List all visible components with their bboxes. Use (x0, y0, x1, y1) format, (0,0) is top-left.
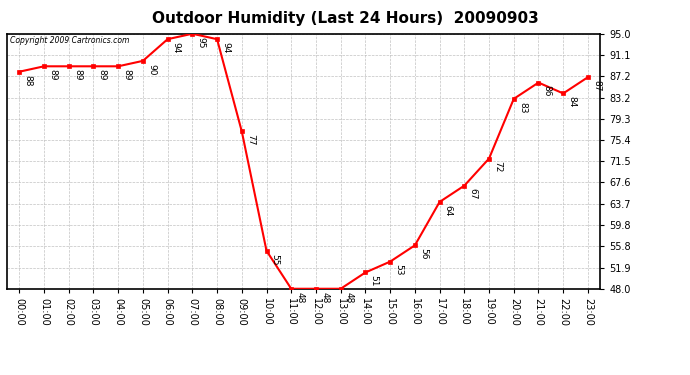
Text: Copyright 2009 Cartronics.com: Copyright 2009 Cartronics.com (10, 36, 129, 45)
Text: 94: 94 (172, 42, 181, 53)
Text: 89: 89 (122, 69, 131, 81)
Text: Outdoor Humidity (Last 24 Hours)  20090903: Outdoor Humidity (Last 24 Hours) 2009090… (152, 11, 538, 26)
Text: 89: 89 (97, 69, 106, 81)
Text: 53: 53 (394, 264, 403, 276)
Text: 67: 67 (469, 189, 477, 200)
Text: 55: 55 (270, 254, 279, 265)
Text: 72: 72 (493, 161, 502, 173)
Text: 89: 89 (73, 69, 82, 81)
Text: 89: 89 (48, 69, 57, 81)
Text: 86: 86 (542, 86, 551, 97)
Text: 56: 56 (419, 248, 428, 259)
Text: 48: 48 (345, 291, 354, 303)
Text: 51: 51 (370, 275, 379, 287)
Text: 48: 48 (295, 291, 304, 303)
Text: 88: 88 (23, 75, 32, 86)
Text: 87: 87 (592, 80, 601, 92)
Text: 84: 84 (567, 96, 576, 108)
Text: 83: 83 (518, 102, 527, 113)
Text: 94: 94 (221, 42, 230, 53)
Text: 64: 64 (444, 205, 453, 216)
Text: 77: 77 (246, 134, 255, 146)
Text: 48: 48 (320, 291, 329, 303)
Text: 90: 90 (147, 64, 156, 75)
Text: 95: 95 (197, 36, 206, 48)
